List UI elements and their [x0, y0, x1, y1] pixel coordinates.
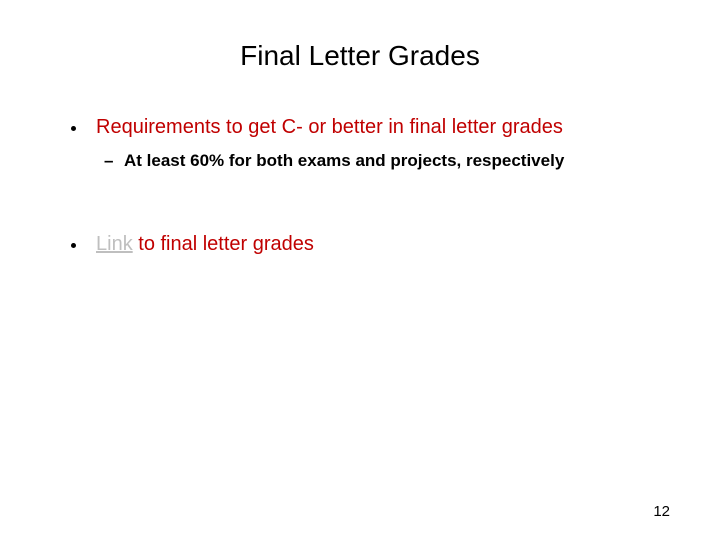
sub-bullet-list: At least 60% for both exams and projects…	[116, 148, 680, 174]
link-word[interactable]: Link	[96, 233, 133, 255]
bullet-list-2: Link to final letter grades	[88, 229, 680, 259]
bullet-item-link: Link to final letter grades	[88, 229, 680, 259]
bullet-list-1: Requirements to get C- or better in fina…	[88, 112, 680, 174]
bullet-item-requirements: Requirements to get C- or better in fina…	[88, 112, 680, 174]
slide-title: Final Letter Grades	[0, 0, 720, 112]
page-number: 12	[653, 503, 670, 520]
bullet-text: Requirements to get C- or better in fina…	[96, 116, 563, 138]
sub-bullet-item: At least 60% for both exams and projects…	[116, 148, 680, 174]
link-rest-text: to final letter grades	[133, 233, 314, 255]
slide-content: Requirements to get C- or better in fina…	[0, 112, 720, 259]
